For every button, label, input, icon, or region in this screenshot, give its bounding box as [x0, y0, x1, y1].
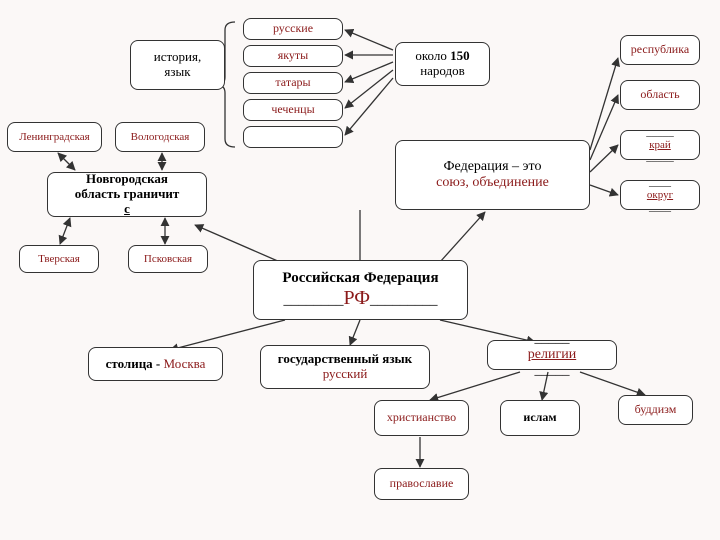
node-capital: столица - Москва	[88, 347, 223, 381]
node-checheny: чеченцы	[243, 99, 343, 121]
node-blank_peoples	[243, 126, 343, 148]
node-pravoslavie: православие	[374, 468, 469, 500]
node-respublika: республика	[620, 35, 700, 65]
node-okrug: ____округ____	[620, 180, 700, 210]
node-russkie: русские	[243, 18, 343, 40]
node-history_lang: история,язык	[130, 40, 225, 90]
node-tatary: татары	[243, 72, 343, 94]
node-novgorod: Новгородскаяобласть граничит с	[47, 172, 207, 217]
node-oblast: область	[620, 80, 700, 110]
node-leningrad: Ленинградская	[7, 122, 102, 152]
node-tver: Тверская	[19, 245, 99, 273]
node-vologod: Вологодская	[115, 122, 205, 152]
node-buddhism: буддизм	[618, 395, 693, 425]
node-religions: _____религии_____	[487, 340, 617, 370]
node-okolo: около 150народов	[395, 42, 490, 86]
node-lang: государственный языкрусский	[260, 345, 430, 389]
node-federation_eto: Федерация – этосоюз, объединение	[395, 140, 590, 210]
node-kray: _____край_____	[620, 130, 700, 160]
node-christian: христианство	[374, 400, 469, 436]
node-islam: ислам	[500, 400, 580, 436]
node-pskov: Псковская	[128, 245, 208, 273]
node-yakuty: якуты	[243, 45, 343, 67]
node-rf_center: Российская Федерация________РФ_________	[253, 260, 468, 320]
